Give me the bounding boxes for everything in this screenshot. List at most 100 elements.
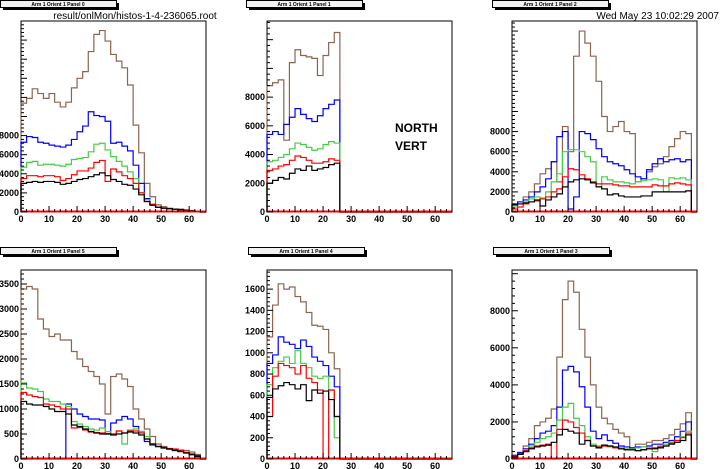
- y-tick-label: 2000: [490, 417, 510, 427]
- x-tick-label: 40: [128, 461, 138, 469]
- y-tick-label: 1400: [245, 305, 265, 315]
- x-tick-label: 10: [44, 214, 54, 224]
- y-tick-label: 800: [250, 369, 265, 379]
- panels: Arm 1 Orient 1 Panel 0020004000600080000…: [0, 0, 698, 469]
- plot-frame: [20, 20, 207, 213]
- x-tick-label: 0: [264, 214, 269, 224]
- x-tick-label: 20: [72, 214, 82, 224]
- title-frame: [248, 247, 365, 255]
- y-tick-label: 6000: [0, 150, 19, 160]
- file-name-label: result/onlMon/histos-1-4-236065.root: [53, 11, 217, 22]
- annotation-north: NORTH: [395, 121, 438, 135]
- histogram-panel-1: Arm 1 Orient 1 Panel 1 0 2000 4000 6000 8000 0…: [245, 0, 453, 224]
- y-tick-label: 0: [260, 207, 265, 217]
- x-tick-label: 50: [156, 214, 166, 224]
- panel-title-box: Arm 1 Orient 1 Panel 0: [0, 0, 119, 10]
- histogram-panel-2: Arm 1 Orient 1 Panel 2 0 2000 4000 6000 8000 0…: [490, 0, 698, 224]
- y-tick-label: 3000: [0, 304, 19, 314]
- series-red: [20, 391, 206, 460]
- date-label: Wed May 23 10:02:29 2007: [596, 11, 719, 22]
- x-tick-label: 20: [318, 461, 328, 469]
- y-tick-label: 200: [250, 433, 265, 443]
- x-tick-label: 60: [184, 461, 194, 469]
- panel-title: Arm 1 Orient 1 Panel 2: [523, 2, 577, 8]
- series-black: [266, 381, 452, 460]
- y-tick-label: 0: [260, 454, 265, 464]
- x-tick-label: 20: [72, 461, 82, 469]
- y-tick-label: 8000: [490, 306, 510, 316]
- panel-title: Arm 1 Orient 1 Panel 4: [279, 249, 333, 255]
- y-tick-label: 8000: [245, 92, 265, 102]
- series-green: [266, 350, 452, 460]
- annotation-vert: VERT: [395, 139, 428, 153]
- histogram-panel-5: Arm 1 Orient 1 Panel 3 0 2000 4000 6000 8000 0…: [490, 247, 698, 469]
- panel-title-box: Arm 1 Orient 1 Panel 3: [493, 247, 612, 257]
- y-tick-label: 6000: [490, 343, 510, 353]
- x-tick-label: 10: [535, 461, 545, 469]
- plot-frame: [20, 269, 207, 460]
- series-brown: [20, 285, 206, 460]
- series-green: [20, 382, 206, 460]
- histogram-panel-3: Arm 1 Orient 1 Panel 5050010001500200025…: [0, 247, 207, 469]
- series-brown: [511, 30, 697, 213]
- panel-title: Arm 1 Orient 1 Panel 0: [31, 2, 85, 8]
- series-black: [266, 162, 452, 213]
- x-tick-label: 0: [509, 461, 514, 469]
- x-tick-label: 0: [18, 461, 23, 469]
- x-tick-label: 50: [647, 461, 657, 469]
- x-tick-label: 0: [509, 214, 514, 224]
- title-frame: [0, 0, 117, 8]
- x-tick-label: 0: [264, 461, 269, 469]
- series-brown: [511, 280, 697, 460]
- plot-frame: [266, 269, 453, 460]
- panel-title-box: Arm 1 Orient 1 Panel 4: [248, 247, 367, 257]
- panel-title: Arm 1 Orient 1 Panel 5: [31, 249, 85, 255]
- x-tick-label: 50: [402, 461, 412, 469]
- plot-frame: [511, 269, 698, 460]
- y-tick-label: 6000: [245, 121, 265, 131]
- series-brown: [20, 29, 206, 213]
- series-red: [266, 155, 452, 213]
- x-tick-label: 50: [647, 214, 657, 224]
- y-tick-label: 1500: [0, 379, 19, 389]
- series-blue: [20, 111, 206, 213]
- x-tick-label: 40: [374, 214, 384, 224]
- x-tick-label: 60: [430, 461, 440, 469]
- y-tick-label: 6000: [490, 147, 510, 157]
- x-tick-label: 0: [18, 214, 23, 224]
- y-tick-label: 0: [505, 454, 510, 464]
- y-tick-label: 1200: [245, 327, 265, 337]
- y-tick-label: 400: [250, 412, 265, 422]
- series-blue: [511, 365, 697, 460]
- y-tick-label: 4000: [490, 167, 510, 177]
- panel-title: Arm 1 Orient 1 Panel 1: [277, 2, 331, 8]
- panel-title-box: Arm 1 Orient 1 Panel 1: [246, 0, 365, 10]
- x-tick-label: 30: [346, 461, 356, 469]
- y-tick-label: 2000: [0, 188, 19, 198]
- x-tick-label: 30: [591, 461, 601, 469]
- histogram-panel-4: Arm 1 Orient 1 Panel 4020040060080010001…: [245, 247, 453, 469]
- x-tick-label: 60: [675, 214, 685, 224]
- y-tick-label: 2500: [0, 329, 19, 339]
- x-tick-label: 60: [184, 214, 194, 224]
- x-tick-label: 40: [128, 214, 138, 224]
- x-tick-label: 60: [430, 214, 440, 224]
- y-tick-label: 1000: [245, 348, 265, 358]
- series-black: [511, 428, 697, 460]
- panel-title-box: Arm 1 Orient 1 Panel 5: [0, 247, 119, 257]
- x-tick-label: 60: [675, 461, 685, 469]
- x-tick-label: 20: [318, 214, 328, 224]
- x-tick-label: 40: [619, 461, 629, 469]
- x-tick-label: 10: [535, 214, 545, 224]
- y-tick-label: 500: [4, 429, 19, 439]
- title-frame: [0, 247, 117, 255]
- title-frame: [246, 0, 363, 8]
- series-black: [511, 178, 697, 213]
- x-tick-label: 40: [374, 461, 384, 469]
- x-tick-label: 10: [290, 461, 300, 469]
- histogram-panel-0: Arm 1 Orient 1 Panel 0 0 2000 4000 6000 8000 0…: [0, 0, 207, 224]
- x-tick-label: 30: [591, 214, 601, 224]
- x-tick-label: 50: [402, 214, 412, 224]
- series-red: [511, 168, 697, 213]
